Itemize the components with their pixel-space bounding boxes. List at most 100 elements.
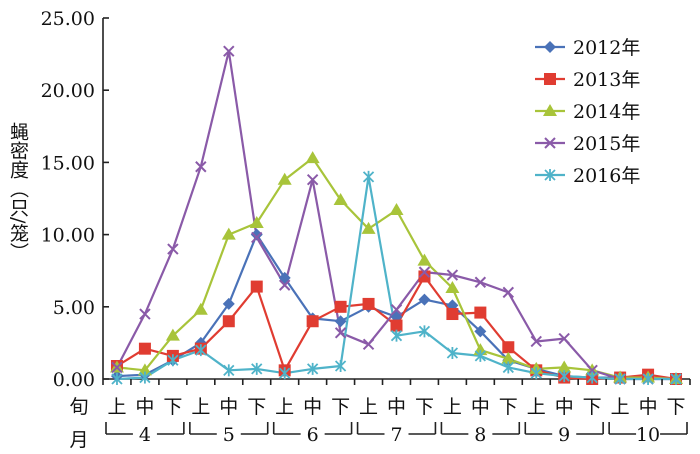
data-point (362, 297, 375, 310)
data-point (390, 319, 403, 332)
data-point (389, 203, 404, 216)
data-point (557, 360, 572, 373)
x-row-label: 旬 (69, 396, 88, 418)
data-point (474, 349, 486, 362)
data-point (390, 303, 403, 316)
data-point (167, 243, 179, 255)
series-markers (109, 45, 684, 385)
data-point (137, 363, 152, 376)
data-point (222, 315, 235, 328)
data-point (139, 308, 151, 320)
x-tick-label: 中 (303, 396, 322, 418)
legend-swatch-marker (543, 104, 557, 116)
legend-label: 2015年 (573, 133, 640, 155)
data-point (474, 276, 487, 288)
data-point (558, 332, 570, 345)
data-point (305, 151, 320, 164)
x-tick-label: 上 (107, 396, 126, 418)
data-point (250, 228, 263, 241)
legend-item: 2014年 (535, 101, 640, 123)
x-tick-label: 下 (499, 396, 518, 418)
x-tick-label: 中 (387, 396, 406, 418)
data-point (111, 373, 123, 385)
data-point (251, 362, 263, 375)
x-tick-label: 下 (247, 396, 266, 418)
data-point (502, 361, 514, 374)
data-point (334, 327, 347, 339)
legend-item: 2012年 (535, 37, 640, 59)
data-point (334, 300, 347, 313)
month-label: 4 (139, 424, 151, 446)
data-point (418, 266, 431, 278)
data-point (558, 370, 570, 383)
y-tick-label: 25.00 (41, 8, 95, 30)
data-point (222, 297, 235, 310)
x-tick-label: 上 (191, 396, 210, 418)
data-point (249, 216, 264, 229)
x-tick-label: 中 (471, 396, 490, 418)
x-tick-label: 中 (639, 396, 658, 418)
data-point (362, 338, 375, 351)
legend-label: 2012年 (573, 37, 640, 59)
legend-swatch-marker (544, 73, 556, 85)
data-point (530, 367, 542, 380)
data-point (223, 364, 235, 377)
data-point (390, 329, 403, 342)
legend-item: 2015年 (535, 133, 640, 155)
legend-swatch-marker (544, 137, 556, 149)
data-point (138, 342, 151, 355)
x-tick-label: 上 (359, 396, 378, 418)
x-tick-label: 下 (667, 396, 686, 418)
data-point (642, 373, 654, 385)
data-point (361, 221, 376, 234)
x-tick-label: 中 (219, 396, 238, 418)
x-tick-label: 上 (527, 396, 546, 418)
legend: 2012年 2013年 2014年 2015年 2016年 (535, 37, 640, 187)
data-point (446, 347, 459, 360)
data-point (165, 328, 180, 341)
month-label: 9 (558, 424, 570, 446)
data-point (307, 362, 319, 375)
data-point (111, 361, 123, 374)
data-point (530, 335, 542, 348)
legend-label: 2014年 (573, 101, 640, 123)
data-point (418, 293, 431, 306)
data-point (139, 371, 151, 384)
legend-item: 2016年 (535, 165, 640, 187)
y-tick-label: 5.00 (53, 297, 95, 319)
x-axis-ticks: 旬月上中下上中下上中下上中下上中下上中下上中下4 5 6 7 8 9 10 (69, 379, 691, 451)
data-point (502, 286, 515, 299)
x-tick-label: 上 (611, 396, 630, 418)
legend-item: 2013年 (535, 69, 640, 91)
data-point (474, 306, 487, 319)
data-point (193, 302, 208, 315)
month-label: 5 (223, 424, 235, 446)
data-point (333, 192, 348, 205)
data-point (614, 373, 626, 385)
legend-swatch-marker (544, 169, 556, 181)
data-point (418, 270, 431, 283)
x-tick-label: 下 (331, 396, 350, 418)
data-point (334, 315, 347, 328)
legend-label: 2016年 (573, 165, 640, 187)
data-point (195, 161, 207, 173)
data-point (417, 253, 432, 266)
data-point (446, 269, 459, 281)
x-month-label: 月 (69, 429, 88, 451)
data-point (167, 354, 179, 367)
x-tick-label: 下 (583, 396, 602, 418)
data-point (221, 227, 236, 240)
data-point (306, 315, 319, 328)
data-point (670, 373, 682, 385)
y-axis-label-group: 蝇密度（只/笼） (7, 122, 29, 262)
x-tick-label: 上 (275, 396, 294, 418)
legend-label: 2013年 (573, 69, 640, 91)
data-point (306, 174, 319, 186)
data-point (474, 325, 487, 338)
data-point (502, 341, 515, 354)
data-point (501, 351, 516, 364)
y-axis-label: 蝇密度（只/笼） (7, 122, 29, 262)
y-tick-label: 10.00 (41, 225, 95, 247)
x-tick-label: 上 (443, 396, 462, 418)
